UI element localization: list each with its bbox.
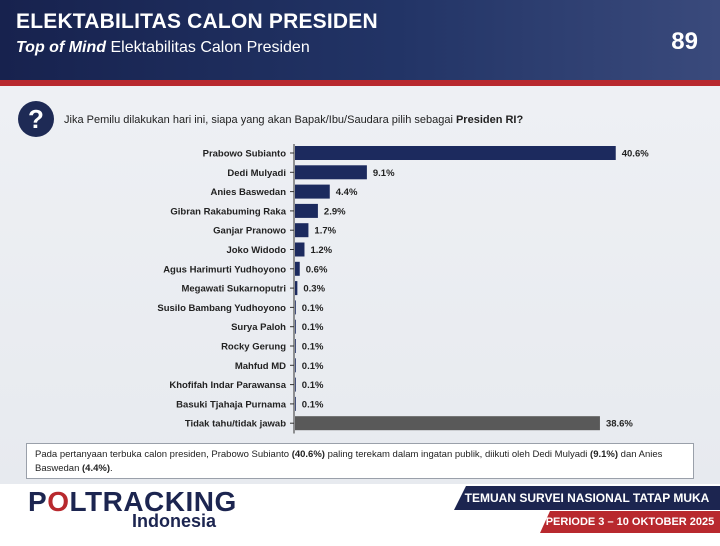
- logo-subtitle: Indonesia: [132, 511, 217, 531]
- bar: [295, 184, 330, 199]
- bar: [295, 261, 300, 276]
- category-label: Susilo Bambang Yudhoyono: [157, 303, 286, 314]
- category-label: Joko Widodo: [226, 245, 286, 256]
- header-accent-stripe: [0, 80, 720, 86]
- data-label: 0.6%: [306, 264, 328, 275]
- summary-text-4: .: [110, 463, 113, 474]
- subtitle-italic: Top of Mind: [16, 39, 107, 56]
- period-banner: PERIODE 3 – 10 OKTOBER 2025: [540, 511, 720, 533]
- data-label: 1.2%: [310, 245, 332, 256]
- logo-rest: LTRACKING: [69, 486, 237, 517]
- summary-bold-1: (40.6%): [291, 449, 325, 460]
- category-label: Khofifah Indar Parawansa: [169, 380, 286, 391]
- question-bold-text: Presiden RI?: [455, 114, 524, 126]
- page-number: 89: [671, 28, 698, 55]
- logo-letter-p: P: [28, 486, 48, 517]
- bar: [295, 358, 296, 373]
- summary-box: Pada pertanyaan terbuka calon presiden, …: [26, 443, 694, 479]
- summary-bold-2: (9.1%): [590, 449, 619, 460]
- category-label: Dedi Mulyadi: [227, 168, 286, 179]
- data-label: 0.1%: [302, 399, 324, 410]
- data-label: 0.1%: [302, 322, 324, 333]
- bar: [295, 300, 296, 315]
- category-label: Anies Baswedan: [211, 187, 287, 198]
- question-mark-icon: ?: [18, 101, 54, 137]
- bar: [295, 339, 296, 353]
- category-label: Megawati Sukarnoputri: [181, 284, 286, 295]
- category-label: Basuki Tjahaja Purnama: [176, 399, 287, 410]
- category-label: Gibran Rakabuming Raka: [170, 206, 286, 217]
- category-label: Rocky Gerung: [221, 342, 286, 353]
- bar: [295, 165, 367, 180]
- category-label: Tidak tahu/tidak jawab: [185, 419, 286, 430]
- category-label: Mahfud MD: [235, 361, 286, 372]
- data-label: 9.1%: [373, 168, 395, 179]
- poltracking-logo: POLTRACKING: [28, 486, 237, 518]
- data-label: 0.1%: [302, 342, 324, 353]
- bar: [295, 377, 296, 392]
- survey-question: Jika Pemilu dilakukan hari ini, siapa ya…: [64, 114, 523, 126]
- data-label: 4.4%: [336, 187, 358, 198]
- summary-text-2: paling terekam dalam ingatan publik, dii…: [324, 449, 591, 460]
- bar: [295, 146, 616, 160]
- summary-bold-3: (4.4%): [82, 463, 110, 474]
- logo-letter-o: O: [47, 486, 70, 517]
- category-label: Prabowo Subianto: [203, 149, 287, 160]
- bar: [295, 203, 318, 218]
- header-bar: [0, 0, 720, 86]
- category-label: Agus Harimurti Yudhoyono: [163, 264, 286, 275]
- category-label: Ganjar Pranowo: [213, 226, 286, 237]
- question-text: Jika Pemilu dilakukan hari ini, siapa ya…: [64, 114, 456, 126]
- bar: [295, 319, 296, 334]
- category-label: Surya Paloh: [231, 322, 286, 333]
- data-label: 0.3%: [303, 284, 325, 295]
- data-label: 0.1%: [302, 380, 324, 391]
- data-label: 2.9%: [324, 206, 346, 217]
- survey-banner: TEMUAN SURVEI NASIONAL TATAP MUKA: [454, 486, 720, 510]
- bar: [295, 223, 309, 238]
- data-label: 38.6%: [606, 419, 633, 430]
- bar: [295, 416, 600, 431]
- bar: [295, 396, 296, 411]
- page-title: ELEKTABILITAS CALON PRESIDEN: [16, 10, 378, 33]
- data-label: 40.6%: [622, 149, 649, 160]
- bar: [295, 242, 305, 257]
- data-label: 0.1%: [302, 303, 324, 314]
- summary-text-1: Pada pertanyaan terbuka calon presiden, …: [35, 449, 292, 460]
- data-label: 1.7%: [314, 226, 336, 237]
- page-subtitle: Top of Mind Elektabilitas Calon Presiden: [16, 39, 310, 57]
- subtitle-rest: Elektabilitas Calon Presiden: [106, 39, 310, 56]
- summary-text-3: dan Anies Baswedan: [35, 449, 663, 474]
- data-label: 0.1%: [302, 361, 324, 372]
- bar: [295, 281, 298, 296]
